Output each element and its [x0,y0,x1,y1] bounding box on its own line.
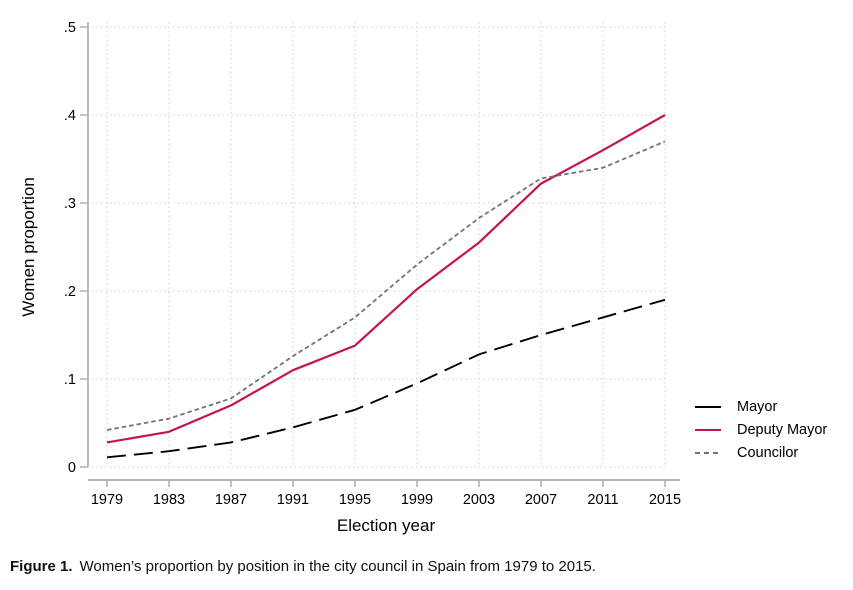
x-axis-title: Election year [337,516,436,535]
figure-caption: Figure 1. Women’s proportion by position … [10,558,596,575]
y-tick-label: .3 [64,196,76,212]
caption-text: Women’s proportion by position in the ci… [79,558,596,575]
x-tick-label: 1995 [339,492,371,508]
legend-item-mayor: Mayor [691,399,827,415]
y-tick-label: 0 [68,460,76,476]
x-tick-label: 2011 [587,492,618,508]
x-tick-label: 2003 [463,492,495,508]
legend-item-deputy-mayor: Deputy Mayor [691,422,827,438]
x-tick-label: 1999 [401,492,433,508]
legend: Mayor Deputy Mayor Councilor [691,399,827,461]
series-line-mayor [106,298,666,459]
legend-label-deputy-mayor: Deputy Mayor [737,422,828,438]
y-tick-label: .4 [64,108,76,124]
y-tick-label: .1 [64,372,76,388]
x-tick-label: 2015 [649,492,681,508]
legend-label-councilor: Councilor [737,445,799,461]
x-tick-label: 1987 [215,492,247,508]
caption-label: Figure 1. [10,558,73,575]
gridlines [92,22,668,468]
y-tick-label: .2 [64,284,76,300]
mayor-line-sample-icon [695,405,721,409]
line-chart: 0 .1 .2 .3 .4 .5 1979 1983 1987 1991 1995 1999 2003 2… [19,20,681,535]
y-tick-label: .5 [64,20,76,36]
y-axis-title: Women proportion [19,177,38,317]
x-tick-label: 1983 [153,492,185,508]
series-line-councilor [106,140,666,431]
series-line-deputy-mayor [106,114,666,444]
councilor-line-sample-icon [695,451,721,455]
x-tick-label: 1991 [277,492,309,508]
x-tick-label: 1979 [91,492,123,508]
legend-label-mayor: Mayor [737,399,778,415]
data-series [106,114,666,459]
x-tick-label: 2007 [525,492,557,508]
deputy-mayor-line-sample-icon [695,428,721,432]
axes [80,22,680,487]
tick-labels: 0 .1 .2 .3 .4 .5 1979 1983 1987 1991 1995 1999 2003 2… [64,20,681,508]
legend-item-councilor: Councilor [691,445,827,461]
